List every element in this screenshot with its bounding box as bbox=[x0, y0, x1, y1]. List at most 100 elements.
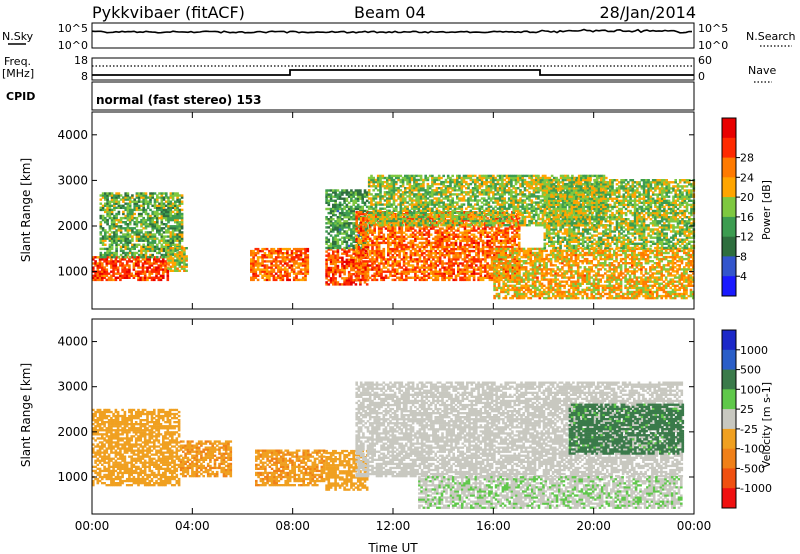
echo-cell bbox=[183, 249, 186, 252]
echo-cell bbox=[443, 237, 446, 240]
echo-cell bbox=[160, 204, 164, 207]
echo-cell bbox=[479, 237, 483, 240]
echo-cell bbox=[164, 270, 167, 273]
echo-cell bbox=[450, 237, 453, 240]
echo-cell bbox=[504, 241, 507, 245]
echo-cell bbox=[126, 192, 130, 195]
echo-cell bbox=[411, 264, 415, 267]
echo-cell bbox=[396, 254, 399, 257]
echo-cell bbox=[488, 254, 492, 257]
echo-cell bbox=[106, 253, 109, 257]
echo-cell bbox=[178, 235, 182, 238]
echo-cell bbox=[341, 193, 344, 196]
echo-cell bbox=[151, 229, 154, 232]
echo-cell bbox=[415, 213, 418, 217]
echo-cell bbox=[425, 239, 428, 243]
echo-cell bbox=[133, 221, 136, 224]
echo-cell bbox=[477, 249, 480, 253]
echo-cell bbox=[171, 239, 175, 242]
echo-cell bbox=[350, 266, 353, 270]
echo-cell bbox=[468, 266, 471, 269]
echo-cell bbox=[461, 231, 465, 234]
echo-cell bbox=[254, 260, 258, 263]
echo-cell bbox=[176, 257, 179, 260]
echo-cell bbox=[387, 235, 390, 238]
echo-cell bbox=[429, 217, 433, 220]
echo-cell bbox=[418, 229, 422, 232]
echo-cell bbox=[101, 218, 105, 222]
echo-cell bbox=[352, 264, 355, 268]
echo-cell bbox=[265, 276, 269, 279]
echo-cell bbox=[481, 249, 485, 253]
echo-cell bbox=[345, 260, 349, 264]
echo-cell bbox=[156, 216, 159, 220]
echo-cell bbox=[151, 223, 154, 226]
echo-cell bbox=[427, 233, 431, 236]
echo-cell bbox=[423, 258, 426, 261]
echo-cell bbox=[146, 239, 150, 242]
echo-cell bbox=[122, 243, 125, 246]
echo-cell bbox=[478, 209, 482, 212]
echo-cell bbox=[468, 264, 471, 267]
echo-cell bbox=[511, 231, 514, 234]
echo-cell bbox=[359, 191, 362, 194]
echo-cell bbox=[156, 196, 159, 199]
echo-cell bbox=[158, 247, 161, 251]
echo-cell bbox=[143, 260, 147, 263]
echo-cell bbox=[463, 229, 467, 232]
echo-cell bbox=[389, 237, 392, 240]
power-echoes bbox=[92, 174, 696, 300]
echo-cell bbox=[329, 216, 333, 219]
echo-cell bbox=[146, 243, 150, 246]
echo-cell bbox=[149, 214, 152, 218]
echo-cell bbox=[259, 262, 262, 265]
echo-cell bbox=[261, 254, 264, 257]
echo-cell bbox=[485, 201, 488, 204]
echo-cell bbox=[391, 266, 395, 269]
echo-cell bbox=[265, 266, 269, 269]
echo-cell bbox=[153, 223, 157, 226]
echo-cell bbox=[458, 185, 461, 188]
echo-cell bbox=[416, 270, 419, 273]
echo-cell bbox=[388, 187, 391, 190]
echo-cell bbox=[151, 204, 154, 207]
echo-cell bbox=[133, 243, 136, 246]
echo-cell bbox=[446, 197, 450, 200]
echo-cell bbox=[146, 212, 150, 216]
echo-cell bbox=[371, 262, 374, 265]
echo-cell bbox=[485, 193, 488, 196]
echo-cell bbox=[332, 228, 335, 231]
echo-cell bbox=[332, 250, 335, 253]
echo-cell bbox=[137, 206, 141, 209]
echo-cell bbox=[454, 235, 458, 238]
echo-cell bbox=[133, 202, 136, 205]
echo-cell bbox=[106, 192, 109, 195]
echo-cell bbox=[160, 210, 164, 214]
echo-cell bbox=[362, 262, 365, 265]
echo-cell bbox=[469, 197, 473, 200]
echo-cell bbox=[115, 202, 118, 205]
echo-cell bbox=[338, 246, 342, 250]
echo-cell bbox=[101, 255, 105, 259]
echo-cell bbox=[407, 211, 410, 214]
echo-cell bbox=[493, 254, 496, 257]
echo-cell bbox=[418, 227, 422, 230]
echo-cell bbox=[169, 194, 173, 197]
echo-cell bbox=[252, 262, 255, 265]
echo-cell bbox=[105, 264, 109, 267]
echo-cell bbox=[474, 215, 477, 219]
echo-cell bbox=[391, 278, 395, 282]
echo-cell bbox=[447, 249, 451, 253]
echo-cell bbox=[419, 193, 423, 196]
echo-cell bbox=[101, 227, 105, 230]
echo-cell bbox=[137, 276, 140, 279]
echo-cell bbox=[106, 210, 109, 214]
echo-cell bbox=[117, 237, 121, 240]
echo-cell bbox=[463, 252, 467, 255]
echo-cell bbox=[332, 191, 335, 194]
echo-cell bbox=[513, 258, 516, 261]
echo-cell bbox=[392, 187, 396, 190]
echo-cell bbox=[256, 274, 260, 277]
echo-cell bbox=[386, 224, 389, 227]
echo-cell bbox=[108, 216, 112, 220]
